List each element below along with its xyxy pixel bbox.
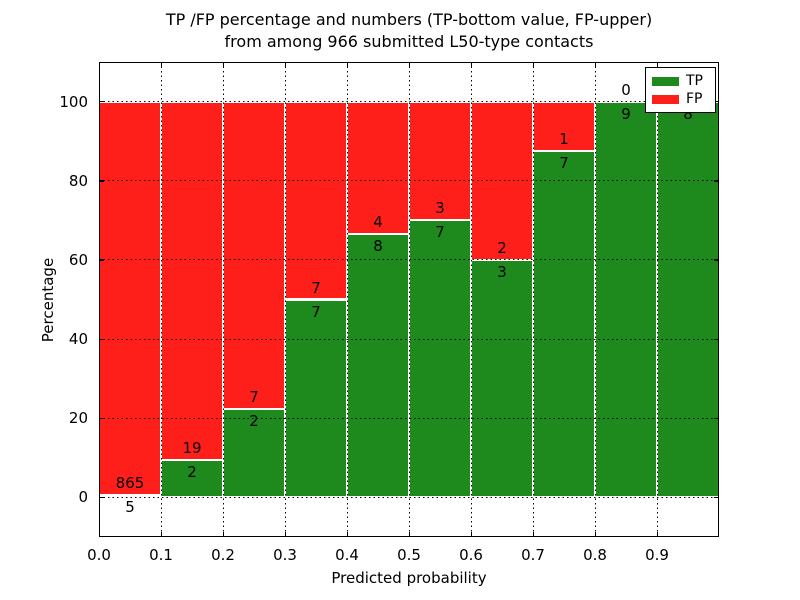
tp-count-label: 8	[373, 236, 383, 255]
bar-segment-tp	[409, 220, 471, 498]
y-tick-label: 0	[78, 488, 88, 507]
y-tick	[99, 180, 104, 182]
fp-count-label: 0	[621, 80, 631, 99]
y-tick	[714, 259, 719, 261]
tp-count-label: 5	[125, 498, 135, 517]
y-tick	[714, 338, 719, 340]
fp-count-label: 4	[373, 212, 383, 231]
x-tick-label: 0.4	[335, 546, 359, 564]
y-tick	[714, 496, 719, 499]
legend-swatch-fp	[652, 94, 679, 104]
bar-segment-tp	[657, 101, 719, 498]
x-tick-label: 0.0	[87, 546, 111, 564]
fp-count-label: 865	[115, 474, 145, 493]
legend-label-fp: FP	[686, 91, 703, 107]
bar-segment-tp	[223, 409, 285, 498]
x-tick-label: 0.1	[149, 546, 173, 564]
y-tick-label: 100	[59, 92, 88, 111]
x-tick	[160, 62, 162, 67]
x-tick-label: 0.7	[521, 546, 545, 564]
y-tick	[99, 496, 104, 499]
y-tick	[99, 417, 104, 420]
bar-segment-fp	[161, 101, 223, 460]
x-tick	[284, 62, 286, 67]
x-tick	[222, 62, 224, 67]
x-tick	[284, 532, 286, 537]
x-tick	[408, 532, 410, 537]
plot-area: 86551927277483723170908	[98, 62, 719, 537]
x-tick	[160, 532, 162, 537]
y-tick-label: 20	[68, 409, 88, 428]
tp-count-label: 2	[249, 412, 259, 431]
y-tick	[714, 180, 719, 182]
x-tick	[346, 62, 348, 67]
x-tick-label: 0.9	[645, 546, 669, 564]
bar-segment-tp	[533, 151, 595, 498]
x-axis-label: Predicted probability	[331, 569, 487, 587]
chart-title: TP /FP percentage and numbers (TP-bottom…	[99, 9, 719, 53]
legend-item-fp: FP	[652, 92, 709, 106]
fp-count-label: 1	[559, 130, 569, 149]
x-tick	[532, 532, 534, 537]
x-tick	[222, 532, 224, 537]
fp-count-label: 7	[249, 388, 259, 407]
y-tick-label: 40	[68, 330, 88, 349]
tp-count-label: 9	[621, 104, 631, 123]
fp-count-label: 3	[435, 199, 445, 218]
tp-count-label: 7	[435, 223, 445, 242]
tp-count-label: 2	[187, 462, 197, 481]
bar-segment-fp	[533, 101, 595, 152]
tp-count-label: 3	[497, 262, 507, 281]
x-tick-label: 0.6	[459, 546, 483, 564]
legend-item-tp: TP	[652, 74, 709, 88]
y-tick-label: 80	[68, 171, 88, 190]
x-tick	[346, 532, 348, 537]
bar-segment-fp	[99, 101, 161, 496]
y-tick	[99, 259, 104, 261]
legend-swatch-tp	[652, 76, 679, 86]
x-tick-label: 0.2	[211, 546, 235, 564]
bar-segment-fp	[471, 101, 533, 260]
chart-title-line2: from among 966 submitted L50-type contac…	[224, 32, 594, 51]
bar-segment-tp	[347, 233, 409, 498]
x-tick	[98, 532, 100, 537]
bar-segment-fp	[347, 101, 409, 234]
tp-count-label: 7	[311, 302, 321, 321]
x-tick	[98, 62, 100, 67]
x-tick	[594, 532, 596, 537]
fp-count-label: 2	[497, 238, 507, 257]
y-tick	[99, 101, 104, 103]
legend-label-tp: TP	[686, 73, 703, 89]
x-tick	[594, 62, 596, 67]
y-tick	[99, 338, 104, 340]
y-tick	[714, 417, 719, 420]
x-tick	[656, 532, 658, 537]
y-tick-label: 60	[68, 250, 88, 269]
bar-segment-fp	[223, 101, 285, 410]
x-tick-label: 0.8	[583, 546, 607, 564]
fp-count-label: 19	[182, 438, 202, 457]
legend: TP FP	[645, 67, 716, 113]
x-tick-label: 0.5	[397, 546, 421, 564]
tp-count-label: 8	[683, 104, 693, 123]
bar-segment-tp	[285, 299, 347, 498]
x-tick	[408, 62, 410, 67]
bar-segment-tp	[471, 259, 533, 498]
bar-segment-tp	[99, 495, 161, 498]
chart-title-line1: TP /FP percentage and numbers (TP-bottom…	[165, 10, 653, 29]
x-tick	[470, 62, 472, 67]
x-tick-label: 0.3	[273, 546, 297, 564]
bar-segment-tp	[595, 101, 657, 498]
tp-count-label: 7	[559, 154, 569, 173]
x-tick	[532, 62, 534, 67]
bar-segment-fp	[285, 101, 347, 300]
bar-segment-tp	[161, 459, 223, 498]
fp-count-label: 7	[311, 278, 321, 297]
x-tick	[470, 532, 472, 537]
